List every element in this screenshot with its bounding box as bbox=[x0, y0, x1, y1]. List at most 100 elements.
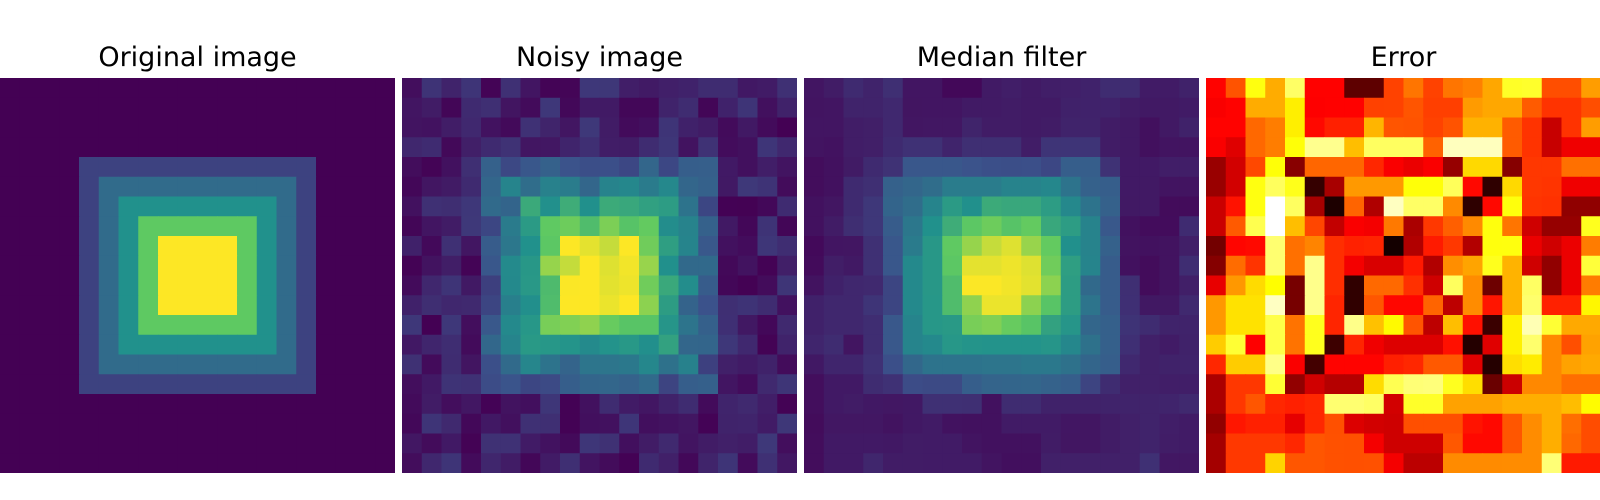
original-cell bbox=[296, 295, 317, 316]
original-cell bbox=[59, 275, 80, 296]
error-cell bbox=[1423, 216, 1444, 237]
noisy-cell bbox=[540, 137, 561, 158]
error-cell bbox=[1225, 78, 1247, 99]
original-cell bbox=[335, 295, 357, 316]
noisy-cell bbox=[658, 453, 680, 473]
median-cell bbox=[922, 433, 943, 454]
median-cell bbox=[1139, 157, 1161, 178]
noisy-cell bbox=[737, 334, 759, 356]
original-cell bbox=[197, 374, 218, 395]
noisy-cell bbox=[698, 295, 719, 316]
median-cell bbox=[1021, 433, 1042, 454]
error-cell bbox=[1522, 236, 1543, 257]
median-cell bbox=[1139, 315, 1161, 336]
median-cell bbox=[843, 117, 864, 138]
error-cell bbox=[1522, 453, 1543, 473]
noisy-cell bbox=[737, 137, 759, 158]
original-cell bbox=[335, 176, 357, 198]
error-cell bbox=[1423, 453, 1444, 473]
median-cell bbox=[922, 354, 943, 375]
error-cell bbox=[1383, 315, 1405, 336]
error-cell bbox=[1443, 157, 1464, 178]
original-cell bbox=[39, 157, 60, 178]
error-cell bbox=[1561, 394, 1582, 415]
median-cell bbox=[804, 117, 825, 138]
error-cell bbox=[1443, 275, 1464, 296]
noisy-cell bbox=[520, 255, 541, 277]
noisy-cell bbox=[540, 413, 561, 435]
error-cell bbox=[1541, 137, 1563, 158]
median-cell bbox=[1139, 117, 1161, 138]
median-cell bbox=[981, 255, 1003, 277]
error-cell bbox=[1462, 97, 1484, 119]
median-cell bbox=[981, 117, 1003, 138]
noisy-cell bbox=[520, 315, 541, 336]
error-cell bbox=[1344, 157, 1365, 178]
median-cell bbox=[942, 196, 963, 217]
median-cell bbox=[1100, 157, 1121, 178]
median-cell bbox=[942, 433, 963, 454]
error-cell bbox=[1206, 334, 1227, 356]
panel-noisy: Noisy image bbox=[402, 0, 797, 500]
median-cell bbox=[1159, 453, 1180, 473]
error-cell bbox=[1304, 453, 1326, 473]
error-cell bbox=[1403, 275, 1424, 296]
original-cell bbox=[39, 137, 60, 158]
noisy-cell bbox=[441, 315, 462, 336]
median-cell bbox=[922, 374, 943, 395]
original-cell bbox=[118, 354, 139, 375]
original-cell bbox=[138, 97, 159, 119]
noisy-cell bbox=[402, 394, 423, 415]
error-cell bbox=[1541, 433, 1563, 454]
noisy-cell bbox=[777, 334, 797, 356]
median-cell bbox=[863, 216, 884, 237]
median-cell bbox=[1021, 117, 1042, 138]
median-cell bbox=[1139, 78, 1161, 99]
original-cell bbox=[177, 78, 199, 99]
noisy-cell bbox=[579, 216, 601, 237]
original-cell bbox=[276, 236, 297, 257]
noisy-cell bbox=[481, 433, 502, 454]
error-cell bbox=[1304, 137, 1326, 158]
original-cell bbox=[118, 97, 139, 119]
noisy-cell bbox=[461, 433, 482, 454]
error-cell bbox=[1304, 157, 1326, 178]
original-cell bbox=[217, 157, 238, 178]
noisy-cell bbox=[520, 216, 541, 237]
noisy-cell bbox=[678, 433, 699, 454]
noisy-cell bbox=[678, 394, 699, 415]
noisy-cell bbox=[757, 137, 778, 158]
noisy-cell bbox=[757, 334, 778, 356]
original-cell bbox=[0, 157, 21, 178]
noisy-cell bbox=[777, 137, 797, 158]
noisy-cell bbox=[540, 255, 561, 277]
noisy-cell bbox=[718, 216, 739, 237]
median-cell bbox=[823, 97, 845, 119]
original-cell bbox=[39, 97, 60, 119]
error-cell bbox=[1304, 374, 1326, 395]
error-cell bbox=[1364, 374, 1385, 395]
original-cell bbox=[39, 433, 60, 454]
noisy-cell bbox=[560, 453, 581, 473]
noisy-cell bbox=[579, 97, 601, 119]
original-cell bbox=[256, 433, 278, 454]
original-cell bbox=[0, 236, 21, 257]
median-cell bbox=[1179, 78, 1199, 99]
original-cell bbox=[177, 157, 199, 178]
noisy-cell bbox=[520, 97, 541, 119]
error-cell bbox=[1383, 275, 1405, 296]
noisy-cell bbox=[500, 196, 522, 217]
median-cell bbox=[823, 176, 845, 198]
noisy-cell bbox=[698, 78, 719, 99]
noisy-cell bbox=[757, 196, 778, 217]
noisy-cell bbox=[777, 354, 797, 375]
noisy-cell bbox=[421, 255, 443, 277]
original-cell bbox=[118, 176, 139, 198]
noisy-cell bbox=[520, 295, 541, 316]
median-cell bbox=[902, 354, 924, 375]
noisy-cell bbox=[421, 433, 443, 454]
original-cell bbox=[79, 394, 100, 415]
original-cell bbox=[256, 315, 278, 336]
median-cell bbox=[1100, 275, 1121, 296]
error-cell bbox=[1225, 354, 1247, 375]
